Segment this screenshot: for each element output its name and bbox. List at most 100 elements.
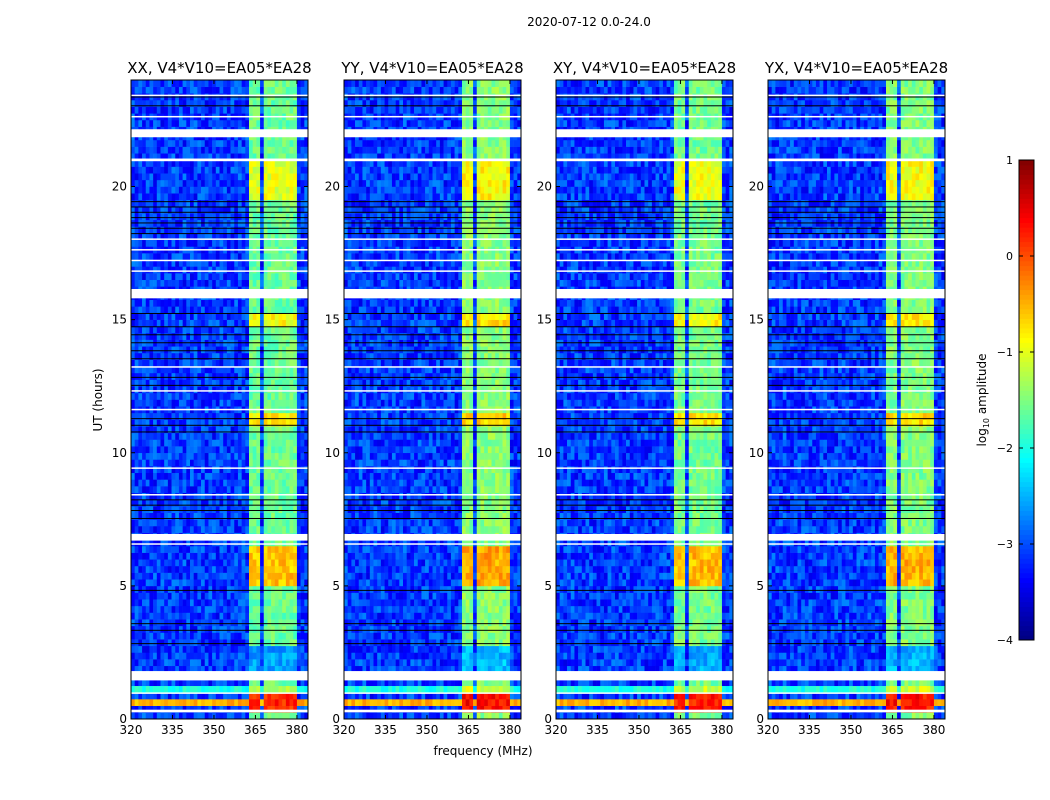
heatmap-cell [304,359,309,367]
heatmap-cell [450,705,455,713]
heatmap-cell [223,392,228,400]
heatmap-cell [190,352,194,360]
heatmap-cell [230,186,235,194]
heatmap-cell [178,459,183,467]
heatmap-cell [175,266,180,274]
heatmap-cell [293,359,298,367]
heatmap-cell [190,486,194,493]
heatmap-cell [289,233,294,241]
heatmap-cell [201,452,206,460]
heatmap-cell [167,299,172,307]
heatmap-cell [234,319,239,327]
heatmap-cell [241,199,246,207]
heatmap-cell [351,712,356,720]
heatmap-cell [388,705,393,713]
heatmap-cell [226,386,231,394]
heatmap-cell [241,153,246,161]
heatmap-cell [300,166,305,174]
heatmap-cell [164,199,169,207]
heatmap-cell [149,705,154,713]
heatmap-cell [300,592,305,600]
heatmap-cell [241,486,246,493]
axes-frame [130,79,309,720]
heatmap-cell [142,379,147,387]
heatmap-cell [134,259,139,267]
heatmap-cell [142,619,147,627]
heatmap-cell [274,692,279,700]
heatmap-cell [271,712,276,720]
heatmap-cell [285,665,290,673]
heatmap-cell [278,199,283,207]
heatmap-cell [274,592,279,600]
heatmap-cell [204,226,209,234]
heatmap-cell [263,486,268,493]
heatmap-cell [358,692,363,700]
heatmap-cell [237,599,242,607]
heatmap-cell [138,386,143,394]
heatmap-cell [193,659,198,667]
heatmap-cell [410,712,415,720]
heatmap-cell [226,346,231,354]
heatmap-cell [425,692,430,700]
heatmap-cell [263,685,268,693]
heatmap-cell [219,599,224,607]
heatmap-cell [296,432,301,440]
heatmap-cell [480,699,485,706]
heatmap-cell [153,80,158,87]
heatmap-cell [271,705,276,713]
heatmap-cell [285,632,290,640]
heatmap-cell [145,705,150,713]
heatmap-cell [149,479,154,487]
heatmap-cell [145,439,150,447]
heatmap-cell [134,452,139,460]
heatmap-cell [285,99,290,107]
heatmap-cell [267,193,272,201]
heatmap-cell [164,645,169,653]
heatmap-cell [282,579,287,587]
heatmap-cell [271,319,276,327]
heatmap-cell [145,712,150,720]
heatmap-cell [274,359,279,367]
heatmap-cell [134,199,139,207]
heatmap-cell [212,213,217,221]
heatmap-cell [256,599,261,607]
heatmap-cell [256,712,261,720]
heatmap-cell [197,525,202,533]
heatmap-cell [226,259,231,267]
heatmap-cell [201,106,206,114]
heatmap-cell [285,299,290,307]
heatmap-cell [134,139,139,147]
heatmap-cell [304,512,309,520]
heatmap-cell [388,679,393,687]
heatmap-cell [256,632,261,640]
heatmap-cell [193,326,198,334]
heatmap-cell [293,632,298,640]
heatmap-cell [234,253,239,261]
heatmap-cell [208,446,213,454]
heatmap-cell [131,146,135,154]
heatmap-cell [263,572,268,580]
heatmap-cell [197,685,202,693]
heatmap-cell [241,366,246,374]
heatmap-cell [212,625,217,633]
heatmap-cell [495,712,500,720]
heatmap-cell [256,239,261,247]
heatmap-cell [293,326,298,334]
heatmap-cell [282,266,287,274]
heatmap-cell [260,599,265,607]
heatmap-cell [186,632,191,640]
heatmap-cell [171,512,176,520]
heatmap-cell [215,452,220,460]
heatmap-cell [142,206,147,214]
heatmap-cell [197,472,202,480]
heatmap-cell [153,173,158,181]
heatmap-cell [145,572,150,580]
heatmap-cell [215,106,220,114]
heatmap-cell [142,452,147,460]
heatmap-cell [134,525,139,533]
heatmap-cell [256,479,261,487]
heatmap-cell [212,193,217,201]
heatmap-cell [495,685,500,693]
heatmap-cell [285,492,290,500]
heatmap-cell [197,645,202,653]
